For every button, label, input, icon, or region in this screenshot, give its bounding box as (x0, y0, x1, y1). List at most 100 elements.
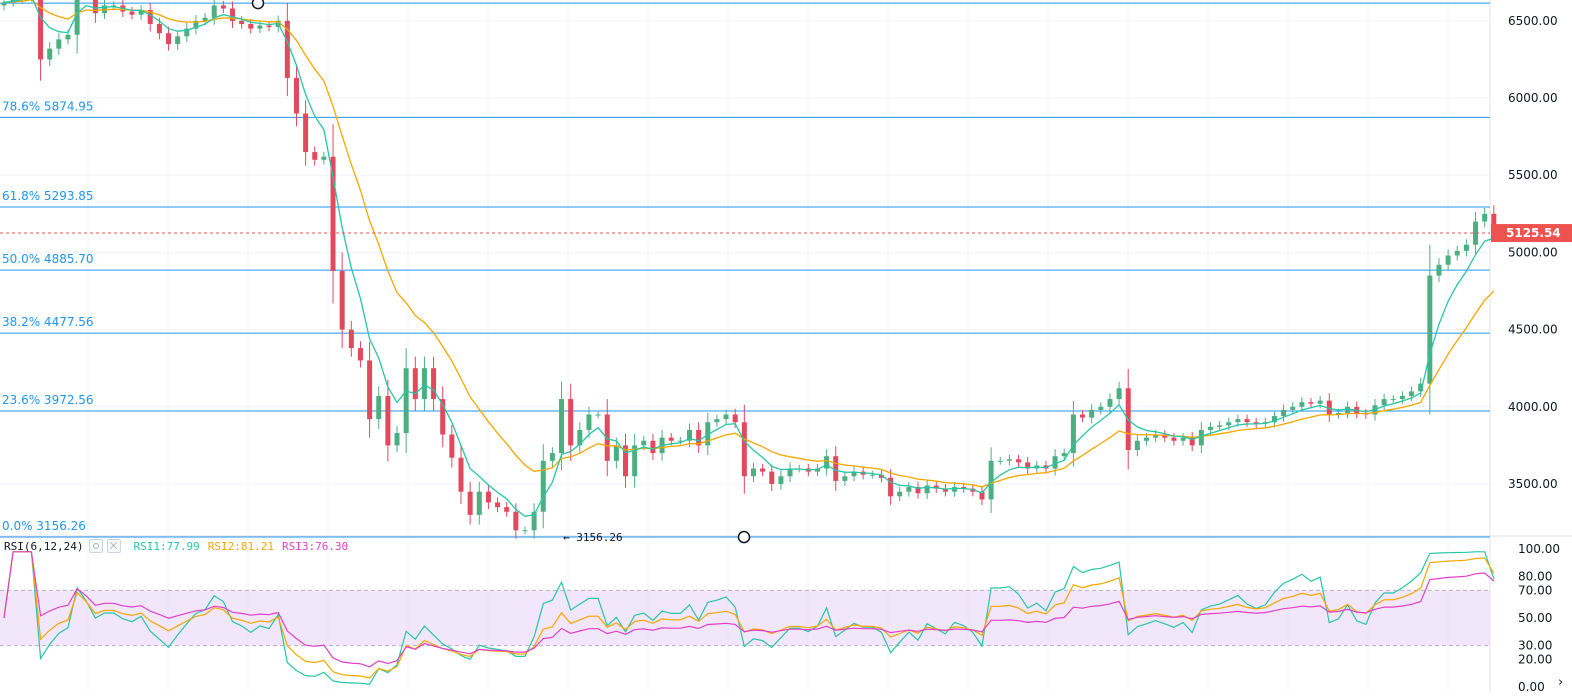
fib-level-label: 23.6% 3972.56 (2, 393, 94, 407)
rsi-band (0, 589, 1490, 647)
rsi-tick-label: 50.00 (1518, 611, 1552, 625)
candle-body (1144, 437, 1149, 441)
close-icon[interactable] (107, 539, 122, 553)
candle-body (376, 395, 382, 420)
candle-body (440, 399, 446, 435)
rsi1-value: RSI1:77.99 (133, 539, 200, 553)
candle-body (1345, 406, 1351, 413)
candle-body (476, 491, 482, 515)
candle-body (412, 368, 418, 400)
candle-body (687, 429, 692, 441)
fib-level-label: 78.6% 5874.95 (2, 99, 94, 113)
candle-body (1436, 264, 1442, 276)
candle-body (348, 329, 354, 349)
candle-body (156, 23, 162, 34)
price-axis[interactable]: 6500.00 6000.00 5500.00 5000.00 4500.00 4000.… (1491, 14, 1572, 491)
candle-body (1317, 400, 1323, 404)
candle-body (293, 77, 299, 114)
candle-body (431, 368, 437, 400)
candle-body (1134, 440, 1140, 451)
candle-body (1326, 400, 1332, 415)
candle-body (833, 456, 839, 481)
candle-body (184, 28, 190, 37)
candle-body (1070, 414, 1076, 454)
rsi-band-fill (0, 590, 1490, 646)
candle-body (924, 485, 930, 494)
candle-body (303, 113, 309, 153)
last-price-label: 5125.54 (1506, 226, 1561, 240)
candle-body (979, 491, 985, 500)
candle-body (47, 48, 53, 60)
candle-body (495, 502, 501, 508)
candle-body (1153, 434, 1159, 438)
candle-body (632, 445, 638, 477)
candle-body (65, 34, 71, 40)
candle-body (513, 511, 519, 531)
rsi-tick-label: 80.00 (1518, 570, 1552, 584)
candle-body (814, 468, 820, 472)
candle-body (878, 474, 884, 478)
price-tick-label: 4500.00 (1508, 323, 1558, 337)
candle-body (111, 5, 117, 7)
moving-averages (3, 0, 1495, 517)
candle-body (266, 25, 272, 28)
candle-body (504, 507, 510, 512)
candle-body (211, 5, 217, 18)
candle-body (166, 33, 172, 45)
candle-body (988, 460, 994, 500)
candle-body (760, 468, 766, 472)
candle-body (1491, 213, 1497, 233)
candle-body (750, 468, 756, 477)
candle-body (357, 348, 363, 361)
candle-body (1180, 437, 1186, 441)
candle-body (257, 25, 263, 29)
visibility-icon[interactable] (89, 539, 104, 553)
candle-body (1226, 422, 1232, 426)
fib-anchor-high (251, 0, 265, 10)
rsi-tick-label: 30.00 (1518, 639, 1552, 653)
rsi-title: RSI(6,12,24) (4, 539, 84, 553)
low-marker-label: ← 3156.26 (563, 531, 623, 544)
price-tick-label: 6000.00 (1508, 91, 1558, 105)
rsi-tick-label: 70.00 (1518, 583, 1552, 597)
rsi-legend: RSI(6,12,24) RSI1:77.99 RSI2:81.21 RSI3:… (4, 538, 348, 554)
fib-level-label: 38.2% 4477.56 (2, 315, 94, 329)
candle-body (1381, 399, 1387, 406)
candle-body (577, 429, 583, 446)
candle-body (650, 440, 656, 454)
rsi-tick-label: 0.00 (1518, 680, 1545, 693)
candle-body (385, 395, 391, 446)
candle-body (705, 422, 711, 446)
candle-body (1198, 429, 1204, 446)
candle-body (1281, 409, 1287, 417)
candle-body (641, 440, 647, 446)
scale-arrow-icon: › (1558, 675, 1563, 690)
price-tick-label: 5500.00 (1508, 168, 1558, 182)
candle-body (129, 11, 135, 15)
fib-anchor-low (737, 530, 751, 544)
candle-body (842, 476, 848, 481)
candle-body (1098, 406, 1104, 410)
candle-body (961, 487, 967, 489)
candlestick-series (1, 0, 1497, 539)
candle-body (248, 23, 254, 29)
candle-body (220, 5, 226, 9)
fib-level-label: 0.0% 3156.26 (2, 519, 86, 533)
candle-body (696, 429, 702, 446)
candle-body (549, 453, 555, 461)
candle-body (1107, 399, 1113, 407)
candle-body (568, 399, 574, 446)
price-tick-label: 4000.00 (1508, 400, 1558, 414)
price-tick-label: 5000.00 (1508, 245, 1558, 259)
candle-body (540, 460, 546, 512)
candle-body (1454, 250, 1460, 256)
candle-body (1253, 422, 1259, 424)
rsi2-value: RSI2:81.21 (207, 539, 274, 553)
candle-body (1299, 402, 1305, 407)
ma-short-line (3, 0, 1494, 517)
candle-body (1080, 414, 1086, 418)
candle-body (138, 10, 144, 15)
